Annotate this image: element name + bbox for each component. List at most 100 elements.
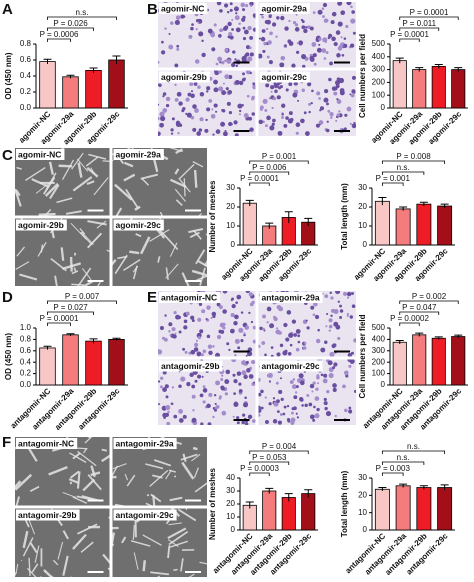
cell — [241, 17, 246, 22]
tube — [193, 169, 198, 188]
cell — [250, 320, 254, 324]
cell — [301, 88, 305, 93]
cell — [197, 317, 202, 322]
cell — [200, 353, 204, 357]
cell — [294, 23, 299, 27]
cell — [339, 88, 345, 93]
cell — [245, 291, 250, 294]
cell — [344, 113, 348, 117]
comparison-bracket — [381, 160, 446, 164]
cell — [238, 22, 241, 26]
cell — [245, 354, 248, 357]
cell — [278, 306, 284, 312]
comparison-label: P = 0.006 — [252, 163, 287, 172]
error-bar — [434, 336, 443, 340]
cell — [262, 327, 265, 331]
cell — [309, 383, 315, 389]
tube — [90, 471, 101, 477]
cell — [214, 406, 218, 410]
comparison-bracket — [249, 472, 270, 476]
cell — [233, 321, 238, 326]
cell — [252, 419, 256, 423]
y-tick-label: 10 — [226, 512, 235, 521]
micrograph: antagomir-29b — [158, 359, 256, 425]
cell — [199, 393, 204, 398]
cell — [243, 113, 249, 118]
cell — [288, 111, 293, 116]
image-label: agomir-NC — [18, 149, 61, 159]
image-label-bg — [159, 71, 210, 83]
tube — [191, 453, 201, 462]
cell — [242, 413, 246, 417]
cell — [312, 313, 316, 317]
image-label: antagomir-NC — [18, 438, 74, 448]
cell — [346, 2, 352, 6]
cell — [348, 409, 353, 414]
cell — [275, 327, 279, 330]
cell — [272, 397, 276, 400]
cell — [261, 29, 266, 33]
cell — [312, 53, 317, 58]
tube — [152, 494, 156, 506]
cell — [210, 113, 216, 119]
cell — [213, 394, 217, 397]
image-label: antagomir-29b — [161, 361, 220, 371]
cell — [221, 374, 224, 377]
cell — [219, 61, 222, 64]
error-bar — [265, 222, 274, 229]
micrograph: agomir-NC — [15, 148, 110, 216]
cell — [233, 392, 236, 395]
tube — [15, 480, 22, 489]
y-tick-label: 0.6 — [20, 55, 32, 64]
comparison-label: P = 0.0001 — [390, 30, 429, 39]
tube — [69, 481, 73, 485]
cell — [352, 31, 356, 35]
cell — [234, 354, 237, 357]
tube — [76, 158, 89, 172]
cell — [270, 90, 273, 93]
cell — [182, 106, 186, 111]
cell — [233, 120, 238, 125]
cell — [190, 115, 195, 120]
tube — [90, 465, 96, 478]
comparison-bracket — [47, 27, 94, 31]
y-tick-label: 300 — [372, 346, 386, 355]
cell — [302, 346, 307, 350]
cell — [335, 291, 341, 295]
y-axis-title: Number of meshes — [208, 467, 217, 540]
cell — [245, 4, 249, 8]
tube — [199, 267, 206, 286]
image-label-bg — [159, 292, 221, 303]
cell — [283, 322, 288, 328]
tube — [15, 189, 21, 197]
tube — [169, 496, 183, 502]
tube — [139, 236, 151, 255]
cell — [328, 329, 331, 332]
tube — [102, 160, 110, 162]
tube — [181, 461, 195, 480]
error-bar — [112, 337, 121, 341]
cell — [198, 31, 204, 37]
cell — [295, 412, 298, 415]
cell — [335, 324, 341, 330]
cell — [258, 344, 261, 348]
y-tick-label: 500 — [372, 39, 386, 48]
tube — [61, 262, 82, 271]
cell — [343, 127, 347, 131]
y-axis-title: Total length (mm) — [340, 183, 349, 250]
cell — [199, 92, 205, 97]
cell — [336, 53, 341, 58]
tube — [159, 211, 163, 216]
y-tick-label: 0.2 — [20, 369, 32, 378]
tube — [69, 452, 87, 463]
cell — [194, 379, 198, 383]
cell — [332, 343, 336, 347]
cell — [212, 345, 215, 348]
y-tick-label: 200 — [372, 357, 386, 366]
cell — [224, 48, 229, 53]
cell — [158, 116, 160, 121]
cell — [183, 325, 188, 330]
cell — [317, 9, 323, 15]
cell — [272, 118, 276, 123]
